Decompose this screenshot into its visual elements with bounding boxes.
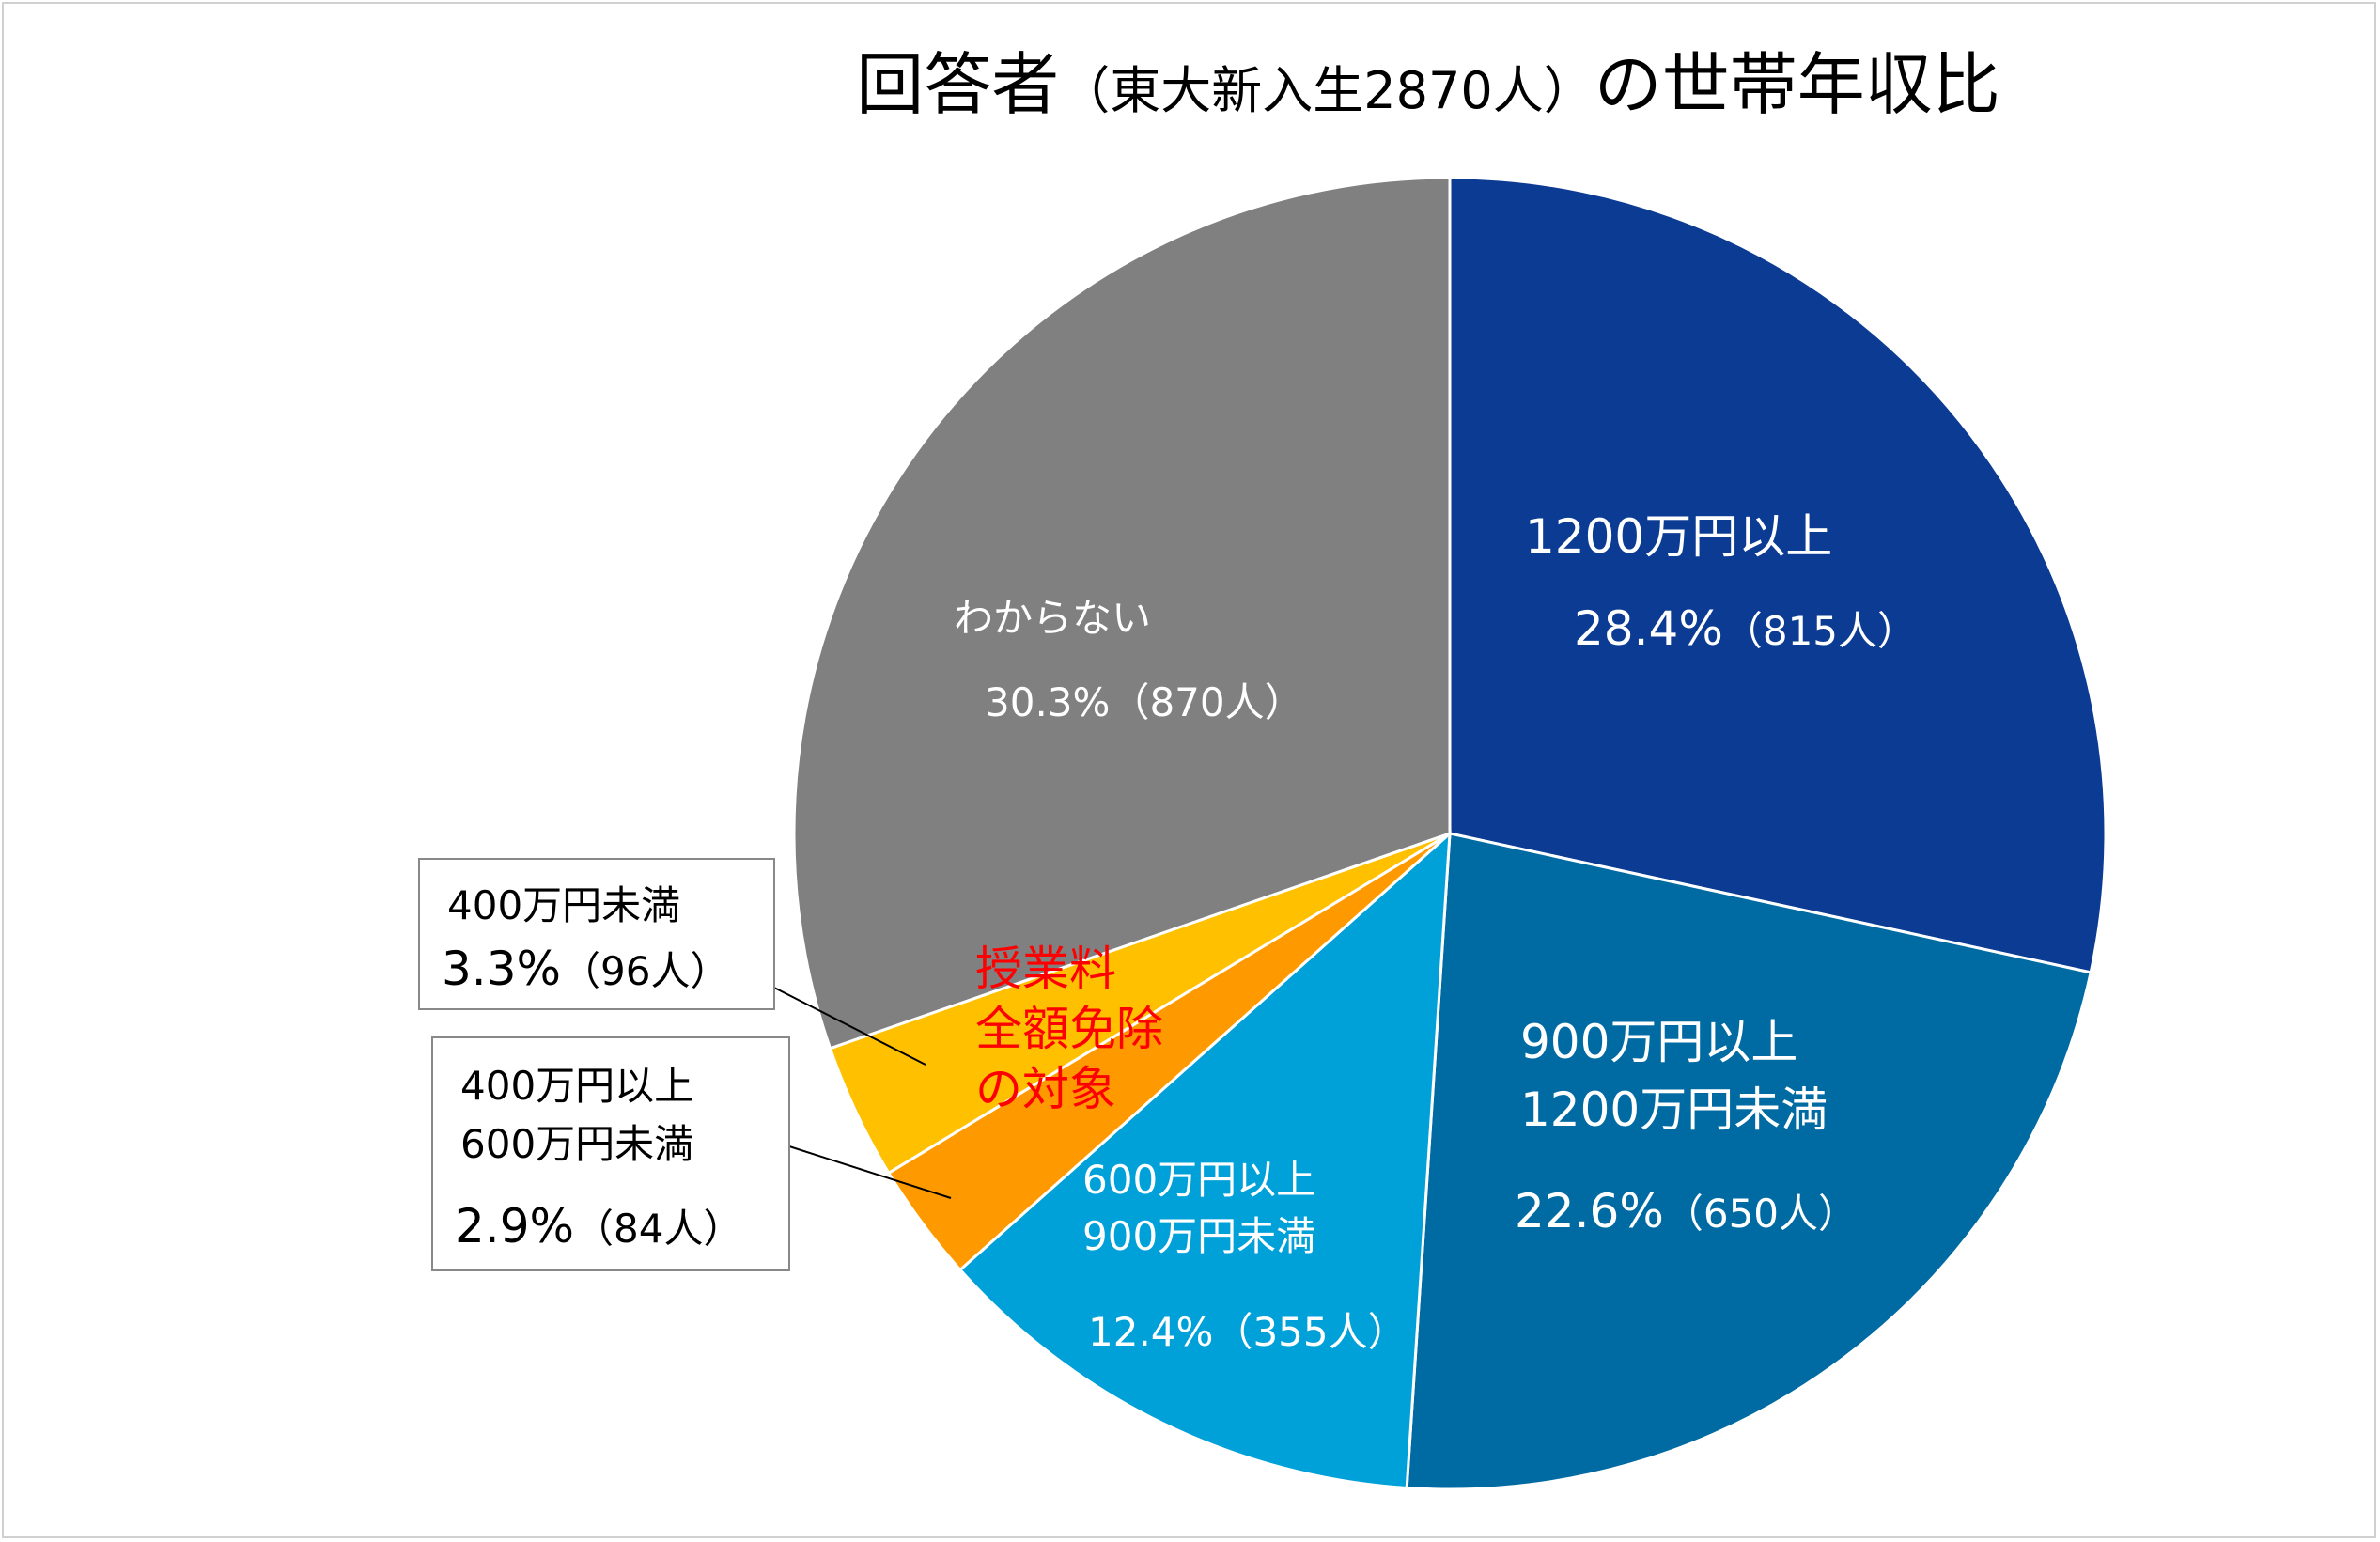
slice-label-s1200-line1: 1200万円以上 — [1525, 509, 1832, 564]
annotation-line2: 全額免除 — [975, 1002, 1163, 1056]
slice-label-s1200: 1200万円以上 28.4%（815人） — [1525, 509, 1917, 656]
slice-value-s900: 22.6%（650人） — [1515, 1184, 1858, 1238]
callout-box-s400-600 — [431, 1036, 790, 1271]
slice-value-s1200: 28.4%（815人） — [1574, 601, 1917, 656]
pie-slice-unknown — [792, 176, 1452, 1051]
slice-label-unknown-line1: わからない — [954, 595, 1151, 641]
slice-percent-s900: 22.6% — [1515, 1184, 1664, 1238]
slice-value-unknown: 30.3%（870人） — [985, 679, 1304, 725]
slice-label-s900: 900万円以上 1200万円未満 22.6%（650人） — [1515, 1015, 1858, 1238]
callout-s400-600: 400万円以上 600万円未満 2.9%（84人） — [431, 1036, 790, 1271]
slice-value-s600: 12.4%（355人） — [1088, 1309, 1408, 1355]
slice-count-s1200: （815人） — [1723, 608, 1917, 654]
slice-percent-s1200: 28.4% — [1574, 601, 1723, 656]
callout-s400: 400万円未満 3.3%（96人） — [418, 858, 775, 1010]
pie-slice-s900 — [1405, 832, 2092, 1491]
slice-percent-s600: 12.4% — [1088, 1309, 1213, 1355]
slice-label-s900-line2: 1200万円未満 — [1520, 1083, 1828, 1137]
pie-slice-s600 — [957, 830, 1452, 1490]
callout-s400-600-line2: 600万円未満 — [460, 1121, 693, 1167]
slice-label-s900-line1: 900万円以上 — [1520, 1015, 1797, 1069]
callout-s400-percent: 3.3% — [442, 942, 561, 996]
callout-box-s400 — [418, 858, 775, 1010]
annotation-line3: の対象 — [975, 1062, 1116, 1116]
leader-line-s400-600 — [788, 1145, 952, 1199]
callout-s400-600-count: （84人） — [574, 1206, 742, 1252]
leader-lines — [771, 986, 952, 1199]
slice-percent-unknown: 30.3% — [985, 679, 1110, 725]
chart-title: 回答者（東大新入生2870人）の世帯年収比 — [856, 45, 1999, 124]
tuition-exemption-annotation: 授業料 全額免除 の対象 — [975, 942, 1163, 1116]
leader-line-s400 — [771, 986, 926, 1066]
slice-label-s600-line2: 900万円未満 — [1082, 1213, 1315, 1259]
chart-title-tail: の世帯年収比 — [1594, 45, 2000, 124]
slice-count-s900: （650人） — [1664, 1191, 1858, 1237]
slice-count-unknown: （870人） — [1110, 679, 1303, 725]
slice-count-s600: （355人） — [1213, 1309, 1407, 1355]
pie-slice-s1200 — [1448, 176, 2108, 974]
callout-s400-label: 400万円未満 — [447, 882, 680, 928]
chart-title-main: 回答者 — [856, 45, 1059, 124]
callout-s400-count: （96人） — [561, 948, 729, 994]
chart-title-paren: （東大新入生2870人） — [1059, 61, 1594, 120]
slice-label-s600-line1: 600万円以上 — [1082, 1157, 1315, 1203]
slice-label-s600: 600万円以上 900万円未満 12.4%（355人） — [1082, 1157, 1408, 1355]
callout-s400-value: 3.3%（96人） — [442, 942, 729, 996]
callout-s400-600-value: 2.9%（84人） — [455, 1199, 742, 1254]
annotation-line1: 授業料 — [975, 942, 1116, 996]
callout-s400-600-line1: 400万円以上 — [460, 1063, 693, 1109]
callout-s400-600-percent: 2.9% — [455, 1199, 574, 1254]
pie-slices — [792, 176, 2108, 1491]
slice-label-unknown: わからない 30.3%（870人） — [954, 595, 1304, 725]
